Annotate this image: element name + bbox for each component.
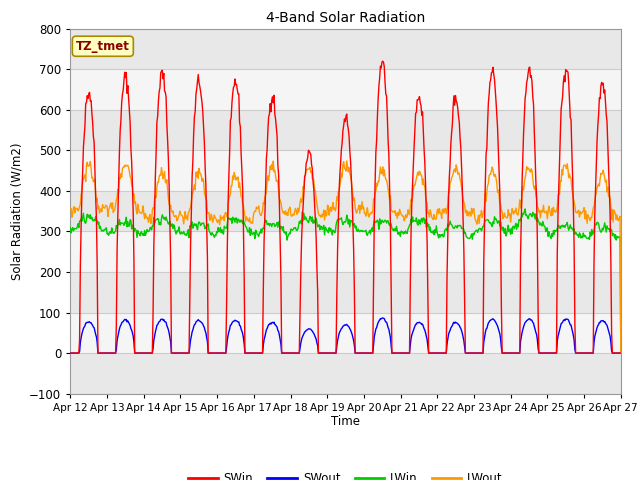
Bar — [70, 191, 621, 231]
X-axis label: Time: Time — [331, 415, 360, 429]
Bar — [70, 231, 621, 272]
Bar — [70, 29, 621, 69]
Text: TZ_tmet: TZ_tmet — [76, 40, 130, 53]
Bar — [70, 150, 621, 191]
Title: 4-Band Solar Radiation: 4-Band Solar Radiation — [266, 11, 425, 25]
Y-axis label: Solar Radiation (W/m2): Solar Radiation (W/m2) — [11, 143, 24, 280]
Bar — [70, 312, 621, 353]
Bar — [70, 69, 621, 110]
Legend: SWin, SWout, LWin, LWout: SWin, SWout, LWin, LWout — [184, 468, 508, 480]
Bar — [70, 110, 621, 150]
Bar — [70, 353, 621, 394]
Bar — [70, 272, 621, 312]
